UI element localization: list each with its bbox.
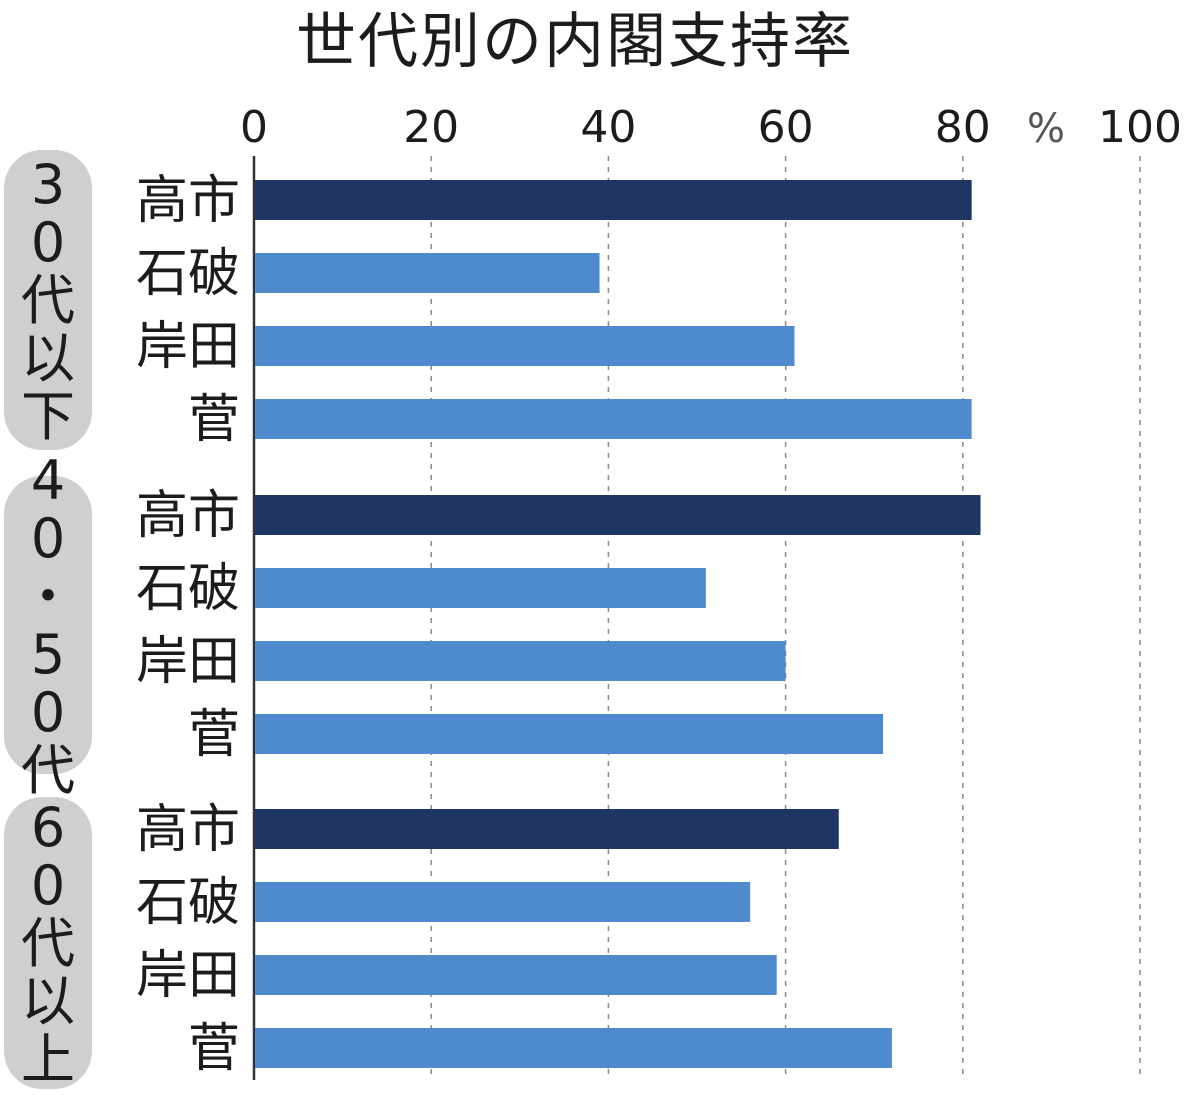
category-label: 石破 xyxy=(136,873,240,933)
category-label: 菅 xyxy=(188,705,240,765)
x-tick-label: 80 xyxy=(935,102,991,153)
x-tick-label: 100 xyxy=(1098,102,1182,153)
group-label-background xyxy=(4,476,92,774)
x-tick-label: 40 xyxy=(580,102,636,153)
bar-高市 xyxy=(255,495,981,535)
category-label: 高市 xyxy=(136,486,240,546)
category-label: 岸田 xyxy=(136,317,240,377)
bar-岸田 xyxy=(255,326,795,366)
bar-石破 xyxy=(255,882,751,922)
category-label: 高市 xyxy=(136,800,240,860)
category-label: 岸田 xyxy=(136,632,240,692)
bar-菅 xyxy=(255,714,884,754)
bar-岸田 xyxy=(255,641,786,681)
category-label: 菅 xyxy=(188,390,240,450)
category-label: 岸田 xyxy=(136,946,240,1006)
group-label-background xyxy=(4,150,92,450)
category-label: 高市 xyxy=(136,171,240,231)
x-tick-label: 0 xyxy=(240,102,268,153)
bar-高市 xyxy=(255,809,839,849)
category-label: 石破 xyxy=(136,244,240,304)
unit-label: % xyxy=(1027,106,1065,152)
group-label-background xyxy=(4,797,92,1089)
x-tick-label: 60 xyxy=(758,102,814,153)
bar-高市 xyxy=(255,180,972,220)
group-label: 4 0 ・ 5 0 代 xyxy=(21,449,75,802)
bar-菅 xyxy=(255,1028,892,1068)
group-label: 3 0 代以下 xyxy=(21,153,75,448)
bar-石破 xyxy=(255,568,706,608)
group-label: 6 0 代以上 xyxy=(21,796,75,1091)
bar-石破 xyxy=(255,253,600,293)
x-tick-label: 20 xyxy=(403,102,459,153)
bar-岸田 xyxy=(255,955,777,995)
category-label: 石破 xyxy=(136,559,240,619)
category-label: 菅 xyxy=(188,1019,240,1079)
chart-title: 世代別の内閣支持率 xyxy=(296,7,854,77)
bar-菅 xyxy=(255,399,972,439)
